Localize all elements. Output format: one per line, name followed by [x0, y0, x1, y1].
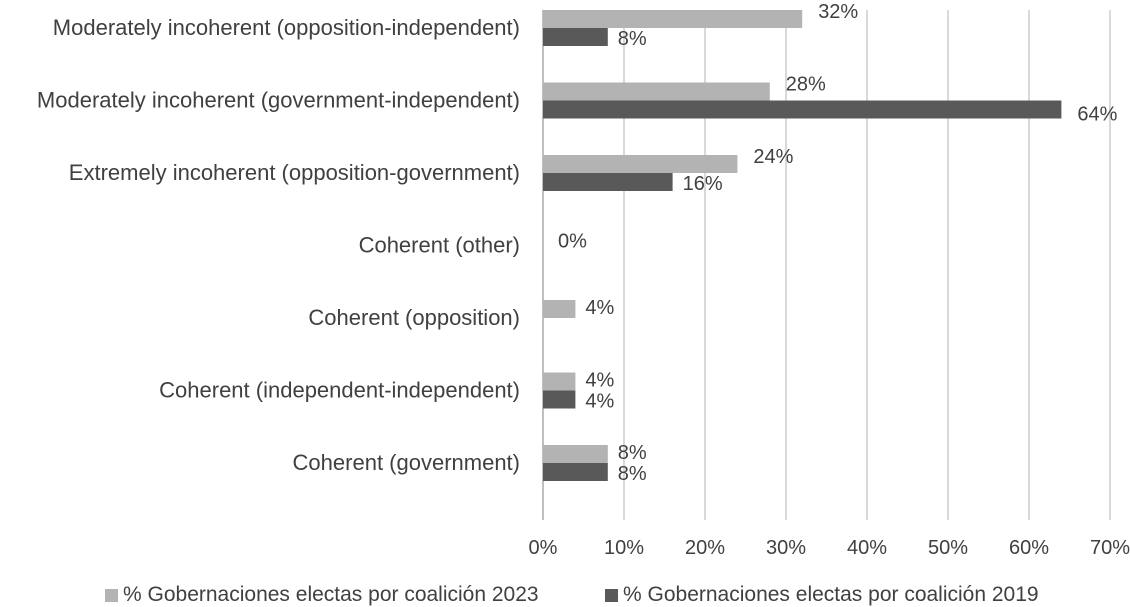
data-label: 8%: [618, 28, 647, 50]
bar-2023: [543, 445, 608, 463]
category-label: Coherent (independent-independent): [159, 378, 520, 403]
data-label: 8%: [618, 442, 647, 464]
category-label: Coherent (opposition): [308, 305, 520, 330]
x-tick-label: 50%: [928, 537, 968, 559]
bar-2019: [543, 173, 673, 191]
bar-2023: [543, 10, 803, 28]
legend-swatch: [105, 589, 118, 602]
data-labels: 32%28%24%0%4%4%8%8%64%16%4%8%: [558, 1, 1118, 485]
category-label: Moderately incoherent (government-indepe…: [37, 88, 520, 113]
category-label: Moderately incoherent (opposition-indepe…: [53, 15, 520, 40]
bar-2019: [543, 390, 576, 409]
category-label: Extremely incoherent (opposition-governm…: [69, 160, 520, 185]
legend-entry: % Gobernaciones electas por coalición 20…: [123, 583, 539, 606]
bar-2019: [543, 100, 1062, 119]
legend-swatch: [605, 589, 618, 602]
bar-2019: [543, 463, 608, 481]
x-tick-labels: 0% 10% 20% 30% 40% 50% 60% 70%: [529, 537, 1130, 559]
x-tick-label: 20%: [685, 537, 725, 559]
data-label: 0%: [558, 231, 587, 253]
bar-2023: [543, 82, 770, 101]
bar-2023: [543, 155, 738, 173]
bar-2023: [543, 372, 576, 391]
x-tick-label: 60%: [1009, 537, 1049, 559]
x-tick-label: 0%: [529, 537, 558, 559]
x-tick-label: 10%: [604, 537, 644, 559]
x-tick-label: 30%: [766, 537, 806, 559]
legend: % Gobernaciones electas por coalición 20…: [105, 583, 1039, 606]
data-label: 16%: [683, 173, 723, 195]
x-tick-label: 70%: [1090, 537, 1130, 559]
data-label: 4%: [585, 297, 614, 319]
data-label: 24%: [753, 146, 793, 168]
data-label: 64%: [1077, 104, 1117, 126]
data-label: 4%: [585, 391, 614, 413]
category-label: Coherent (other): [359, 233, 520, 258]
category-label: Coherent (government): [293, 450, 520, 475]
legend-entry: % Gobernaciones electas por coalición 20…: [623, 583, 1039, 606]
data-label: 8%: [618, 463, 647, 485]
data-label: 4%: [585, 370, 614, 392]
bar-2019: [543, 28, 608, 46]
category-labels: Moderately incoherent (opposition-indepe…: [37, 15, 520, 475]
bars: [543, 10, 1062, 481]
data-label: 28%: [786, 74, 826, 96]
bar-2023: [543, 300, 576, 318]
x-tick-label: 40%: [847, 537, 887, 559]
data-label: 32%: [818, 1, 858, 23]
